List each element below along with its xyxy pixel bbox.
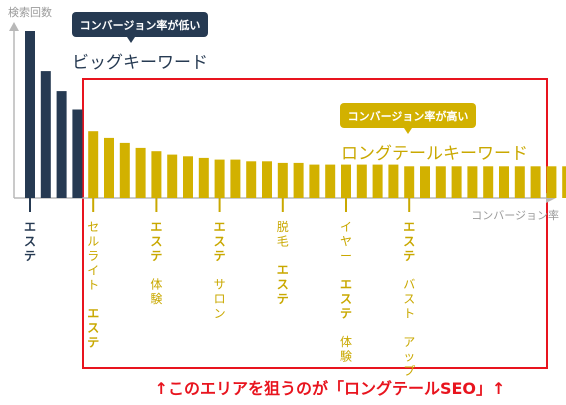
- tick-label: エステ: [277, 263, 289, 306]
- tick-label: 脱毛: [277, 219, 289, 249]
- long-tail-bar-32: [530, 166, 541, 198]
- long-tail-bar-17: [293, 162, 304, 198]
- long-tail-bar-6: [119, 142, 130, 198]
- long-tail-bar-15: [262, 161, 272, 198]
- x-axis-label: コンバージョン率: [471, 208, 559, 222]
- long-tail-bar-28: [467, 166, 478, 198]
- tick-label: サロン: [214, 278, 226, 321]
- long-tail-label: ロングテールキーワード: [341, 144, 528, 164]
- long-tail-bar-4: [88, 131, 99, 198]
- long-tail-bar-24: [404, 166, 415, 198]
- tick-label: エステ: [24, 220, 36, 263]
- tick-label: バスト: [403, 278, 415, 321]
- long-tail-bar-23: [388, 164, 399, 198]
- long-tail-bar-33: [546, 166, 557, 198]
- long-tail-bar-13: [230, 159, 241, 198]
- big-keyword-label: ビッグキーワード: [72, 53, 208, 73]
- long-tail-bar-5: [104, 137, 114, 198]
- big-keyword-bar-0: [25, 31, 35, 198]
- footer-caption: ↑このエリアを狙うのが「ロングテールSEO」↑: [155, 379, 506, 398]
- long-tail-bar-26: [435, 166, 446, 198]
- long-tail-bar-10: [183, 156, 193, 199]
- long-tail-bubble-tail: [404, 128, 412, 134]
- long-tail-bubble: [340, 103, 476, 128]
- long-tail-bar-21: [356, 164, 367, 198]
- tick-label: イヤー: [340, 220, 352, 263]
- long-tail-bar-27: [451, 166, 462, 198]
- long-tail-bar-14: [246, 161, 257, 198]
- long-tail-bar-8: [151, 151, 162, 198]
- tick-label: エステ: [87, 307, 99, 350]
- big-keyword-bar-3: [72, 109, 83, 198]
- big-keyword-bubble-text: コンバージョン率が低い: [80, 18, 201, 32]
- long-tail-bar-31: [514, 166, 525, 198]
- tick-label: エステ: [150, 220, 162, 263]
- big-keyword-bubble: [72, 12, 208, 37]
- tick-label: エステ: [340, 278, 352, 321]
- long-tail-bar-20: [341, 164, 351, 198]
- tick-label: 体験: [340, 335, 352, 364]
- y-axis-arrow: [9, 22, 19, 31]
- tick-labels-group: エステセルライトエステエステ体験エステサロン脱毛エステイヤーエステ体験エステバス…: [24, 198, 415, 378]
- long-tail-bar-11: [198, 157, 209, 198]
- tick-label: エステ: [403, 220, 415, 263]
- tick-label: 体験: [150, 278, 162, 307]
- long-tail-callout: コンバージョン率が高い ロングテールキーワード: [340, 103, 528, 164]
- bars-group: [25, 31, 566, 199]
- long-tail-bar-19: [325, 164, 336, 198]
- long-tail-bar-30: [499, 166, 509, 198]
- big-keyword-bar-1: [40, 71, 51, 198]
- long-tail-bar-16: [277, 162, 288, 198]
- tick-label: セルライト: [87, 220, 99, 292]
- long-tail-bar-34: [562, 166, 566, 198]
- long-tail-bar-12: [214, 159, 225, 198]
- big-keyword-bar-2: [56, 91, 67, 198]
- long-tail-bar-7: [135, 147, 146, 198]
- long-tail-bar-18: [309, 164, 320, 198]
- long-tail-bar-25: [420, 166, 430, 198]
- big-keyword-bubble-tail: [127, 37, 135, 43]
- long-tail-bar-9: [167, 154, 178, 198]
- tick-label: エステ: [214, 220, 226, 263]
- long-tail-bubble-text: コンバージョン率が高い: [348, 109, 469, 123]
- y-axis-label: 検索回数: [8, 5, 52, 19]
- long-tail-bar-29: [483, 166, 494, 198]
- big-keyword-callout: コンバージョン率が低い ビッグキーワード: [72, 12, 208, 73]
- long-tail-highlight-box: [82, 78, 548, 369]
- long-tail-bar-22: [372, 164, 383, 198]
- tick-label: アップ: [403, 335, 415, 378]
